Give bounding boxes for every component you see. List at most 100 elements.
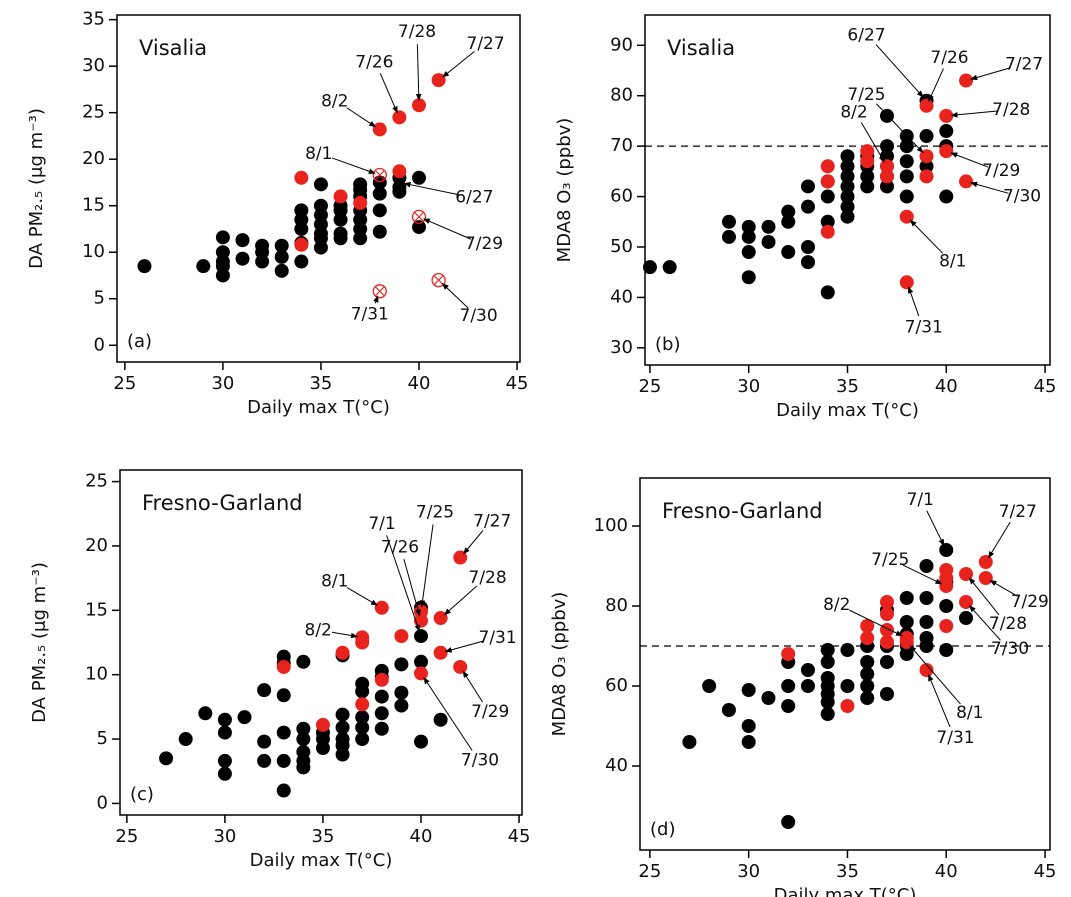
y-tick-label: 25: [82, 102, 105, 123]
y-tick-label: 30: [610, 337, 633, 358]
y-axis-label: MDA8 O₃ (ppbv): [549, 592, 570, 737]
point: [394, 698, 409, 713]
annotation-arrow: [926, 510, 945, 547]
point: [781, 214, 796, 229]
point: [741, 735, 756, 749]
panel-label: (d): [650, 819, 675, 840]
point: [820, 214, 835, 229]
point: [899, 275, 914, 290]
annotation-label: 7/29: [1011, 592, 1049, 612]
x-tick-label: 45: [1034, 861, 1057, 882]
annotation-arrow: [902, 564, 943, 585]
point: [255, 254, 270, 269]
annotation-arrow: [415, 44, 422, 101]
point: [392, 110, 407, 125]
point: [880, 159, 895, 174]
point: [433, 712, 448, 727]
open-point: [372, 284, 387, 299]
point: [257, 734, 272, 749]
point-cross: [414, 211, 424, 222]
annotation-label: 7/27: [473, 512, 511, 532]
x-tick-label: 30: [737, 376, 760, 397]
point: [959, 174, 974, 189]
point: [392, 164, 407, 179]
point: [978, 555, 993, 569]
point: [355, 684, 370, 699]
annotation-label: 7/28: [469, 568, 507, 588]
annotation-label: 7/1: [907, 490, 934, 510]
point: [257, 683, 272, 698]
annotation-label: 7/29: [465, 234, 503, 254]
x-tick-label: 30: [211, 373, 234, 394]
x-axis-label: Daily max T(°C): [247, 397, 390, 418]
point: [820, 174, 835, 189]
annotation-arrow: [373, 295, 379, 304]
point: [899, 647, 914, 661]
point: [412, 170, 427, 185]
point: [800, 679, 815, 693]
point: [682, 735, 697, 749]
annotation-arrow: [989, 579, 1018, 597]
point: [353, 182, 368, 197]
annotation-label: 7/28: [989, 614, 1027, 634]
point: [257, 753, 272, 768]
annotation-arrow: [419, 524, 434, 608]
point: [919, 639, 934, 653]
x-tick-label: 40: [935, 376, 958, 397]
annotation-label: 7/25: [871, 550, 909, 570]
annotation-arrow: [346, 107, 377, 128]
y-tick-label: 60: [605, 675, 628, 696]
y-tick-label: 30: [82, 55, 105, 76]
point: [919, 129, 934, 144]
point: [840, 169, 855, 184]
point: [840, 149, 855, 164]
annotation-label: 7/26: [930, 48, 968, 68]
point-cross: [433, 275, 444, 286]
y-tick-label: 70: [610, 135, 633, 156]
y-tick-label: 15: [82, 195, 105, 216]
y-tick-label: 40: [605, 755, 628, 776]
point: [294, 237, 309, 252]
point: [741, 245, 756, 260]
point: [781, 245, 796, 260]
point-ring: [411, 209, 427, 225]
x-tick-label: 35: [836, 861, 859, 882]
point: [761, 234, 776, 249]
point: [335, 720, 350, 735]
point: [702, 679, 717, 693]
point: [919, 169, 934, 184]
point: [741, 270, 756, 285]
point: [394, 629, 409, 644]
point: [335, 707, 350, 722]
point: [453, 659, 468, 674]
point: [374, 672, 389, 687]
point: [412, 220, 427, 235]
point: [276, 688, 291, 703]
point: [433, 611, 448, 626]
x-tick-label: 35: [309, 373, 332, 394]
y-tick-label: 35: [82, 9, 105, 30]
annotation-arrow: [379, 73, 398, 114]
point: [781, 815, 796, 829]
point: [919, 559, 934, 573]
point: [215, 268, 230, 283]
point: [276, 753, 291, 768]
annotation-label: 7/28: [992, 100, 1030, 120]
point: [372, 186, 387, 201]
point: [800, 179, 815, 194]
point: [761, 691, 776, 705]
open-point: [372, 167, 387, 183]
point: [353, 195, 368, 210]
point-cross: [374, 170, 385, 180]
point: [800, 255, 815, 270]
y-axis-label: DA PM₂.₅ (μg m⁻³): [26, 108, 47, 269]
point: [274, 263, 289, 278]
point: [880, 139, 895, 154]
point: [840, 179, 855, 194]
annotation-label: 8/1: [321, 572, 348, 592]
point: [274, 249, 289, 264]
point: [296, 721, 311, 736]
open-point: [411, 209, 427, 225]
x-tick-label: 45: [1034, 376, 1057, 397]
